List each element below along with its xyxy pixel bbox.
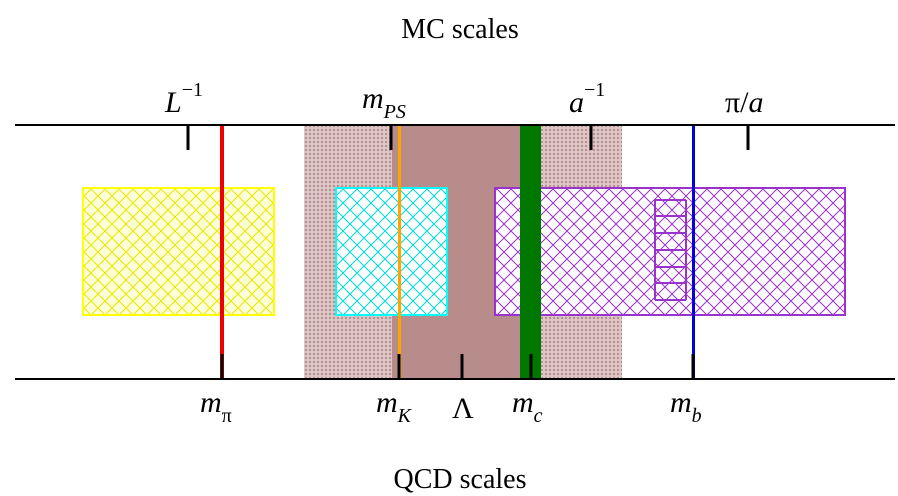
m-c-band: [520, 125, 541, 379]
lambda-label: Λ: [452, 392, 474, 425]
mc-ticks: [186, 125, 750, 150]
pi-over-a-label: π/a: [725, 86, 764, 119]
m-k-line: [398, 125, 401, 379]
m-c-label: mc: [512, 386, 543, 427]
purple-box: [494, 187, 846, 316]
cyan-box: [335, 187, 448, 316]
mc-scales-title: MC scales: [401, 14, 518, 45]
m-ps-label: mPS: [362, 82, 406, 123]
m-pi-line: [220, 125, 224, 379]
m-pi-label: mπ: [200, 386, 232, 427]
m-k-label: mK: [376, 386, 413, 427]
m-b-line: [692, 125, 695, 379]
qcd-scales-title: QCD scales: [394, 464, 527, 495]
yellow-box: [82, 187, 275, 316]
qcd-ticks: [220, 354, 695, 379]
l-inverse-label: L−1: [164, 79, 203, 119]
a-inverse-label: a−1: [569, 79, 605, 119]
m-b-label: mb: [670, 386, 702, 427]
purple-ladder: [654, 199, 687, 301]
